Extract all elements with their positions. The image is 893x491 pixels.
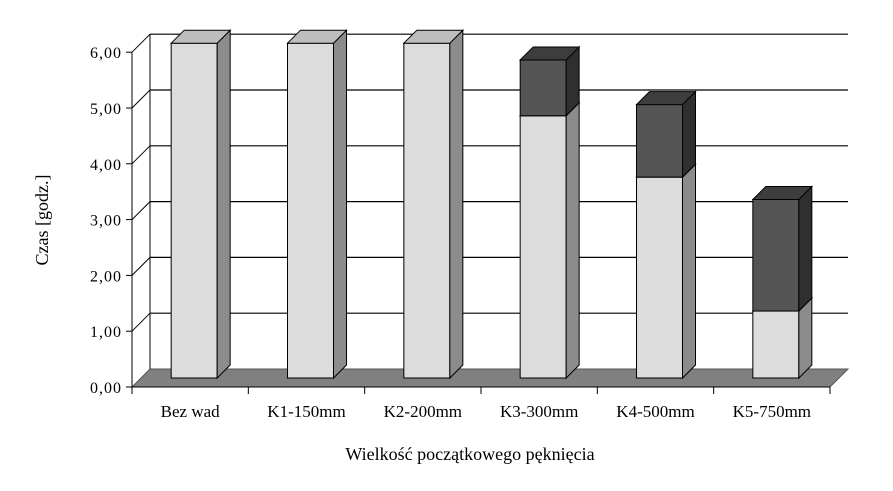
bar-segment-lower-front: [287, 42, 334, 379]
x-category-label: K1-150mm: [267, 402, 345, 421]
y-tick-label: 5,00: [90, 101, 122, 118]
bar-segment-lower-side: [565, 101, 580, 380]
bar-segment-lower: [169, 28, 232, 380]
x-category-label: Bez wad: [161, 402, 221, 421]
bar-segment-lower-top: [402, 29, 465, 44]
bar-segment-lower: [635, 162, 697, 380]
bar-segment-lower: [402, 28, 465, 380]
gridline-diagonal: [131, 145, 151, 165]
bar-segment-upper-front: [519, 59, 567, 117]
bar-segment-lower-front: [170, 42, 218, 379]
bar-segment-lower-front: [519, 115, 567, 379]
bar-segment-upper: [751, 185, 814, 313]
gridline-diagonal: [131, 89, 151, 109]
bar-segment-lower-top: [286, 29, 348, 44]
gridline-diagonal: [131, 33, 151, 53]
bar-segment-lower-front: [752, 310, 800, 379]
y-axis-title: Czas [godz.]: [32, 175, 52, 266]
y-tick-label: 1,00: [90, 324, 122, 341]
x-category-label: K5-750mm: [733, 402, 811, 421]
bar-segment-upper-top: [635, 91, 697, 106]
bar-segment-lower-side: [333, 28, 347, 380]
bar-segment-lower-side: [682, 162, 696, 380]
bar-segment-upper-top: [751, 185, 814, 200]
bar-segment-upper-side: [798, 185, 813, 313]
x-category-label: K3-300mm: [500, 402, 578, 421]
bar-segment-upper-side: [682, 90, 696, 179]
bar-segment-upper-front: [752, 198, 800, 312]
bar-segment-upper-top: [518, 46, 581, 61]
bar-segment-lower-front: [636, 176, 683, 379]
y-tick-label: 0,00: [90, 380, 122, 397]
bar-segment-lower-front: [403, 42, 451, 379]
x-category-label: K4-500mm: [616, 402, 694, 421]
x-axis-title: Wielkość początkowego pęknięcia: [345, 444, 594, 464]
bar-segment-upper: [635, 90, 697, 179]
bar-segment-lower-top: [169, 29, 232, 44]
bar-segment-lower-side: [449, 28, 464, 380]
x-category-label: K2-200mm: [384, 402, 462, 421]
bar-segment-lower: [518, 101, 581, 380]
y-tick-label: 2,00: [90, 268, 122, 285]
y-tick-label: 6,00: [90, 45, 122, 62]
gridline-diagonal: [131, 201, 151, 220]
y-tick-label: 3,00: [90, 213, 122, 230]
bar-segment-lower: [286, 28, 348, 380]
gridline-diagonal: [131, 312, 151, 332]
bar-segment-upper-front: [636, 104, 683, 178]
chart-floor: [130, 368, 850, 388]
y-tick-label: 4,00: [90, 157, 122, 174]
bar-segment-lower-side: [216, 28, 231, 380]
bar-segment-upper: [518, 45, 581, 117]
gridline-diagonal: [131, 257, 151, 276]
bar-segment-lower-side: [798, 296, 813, 380]
